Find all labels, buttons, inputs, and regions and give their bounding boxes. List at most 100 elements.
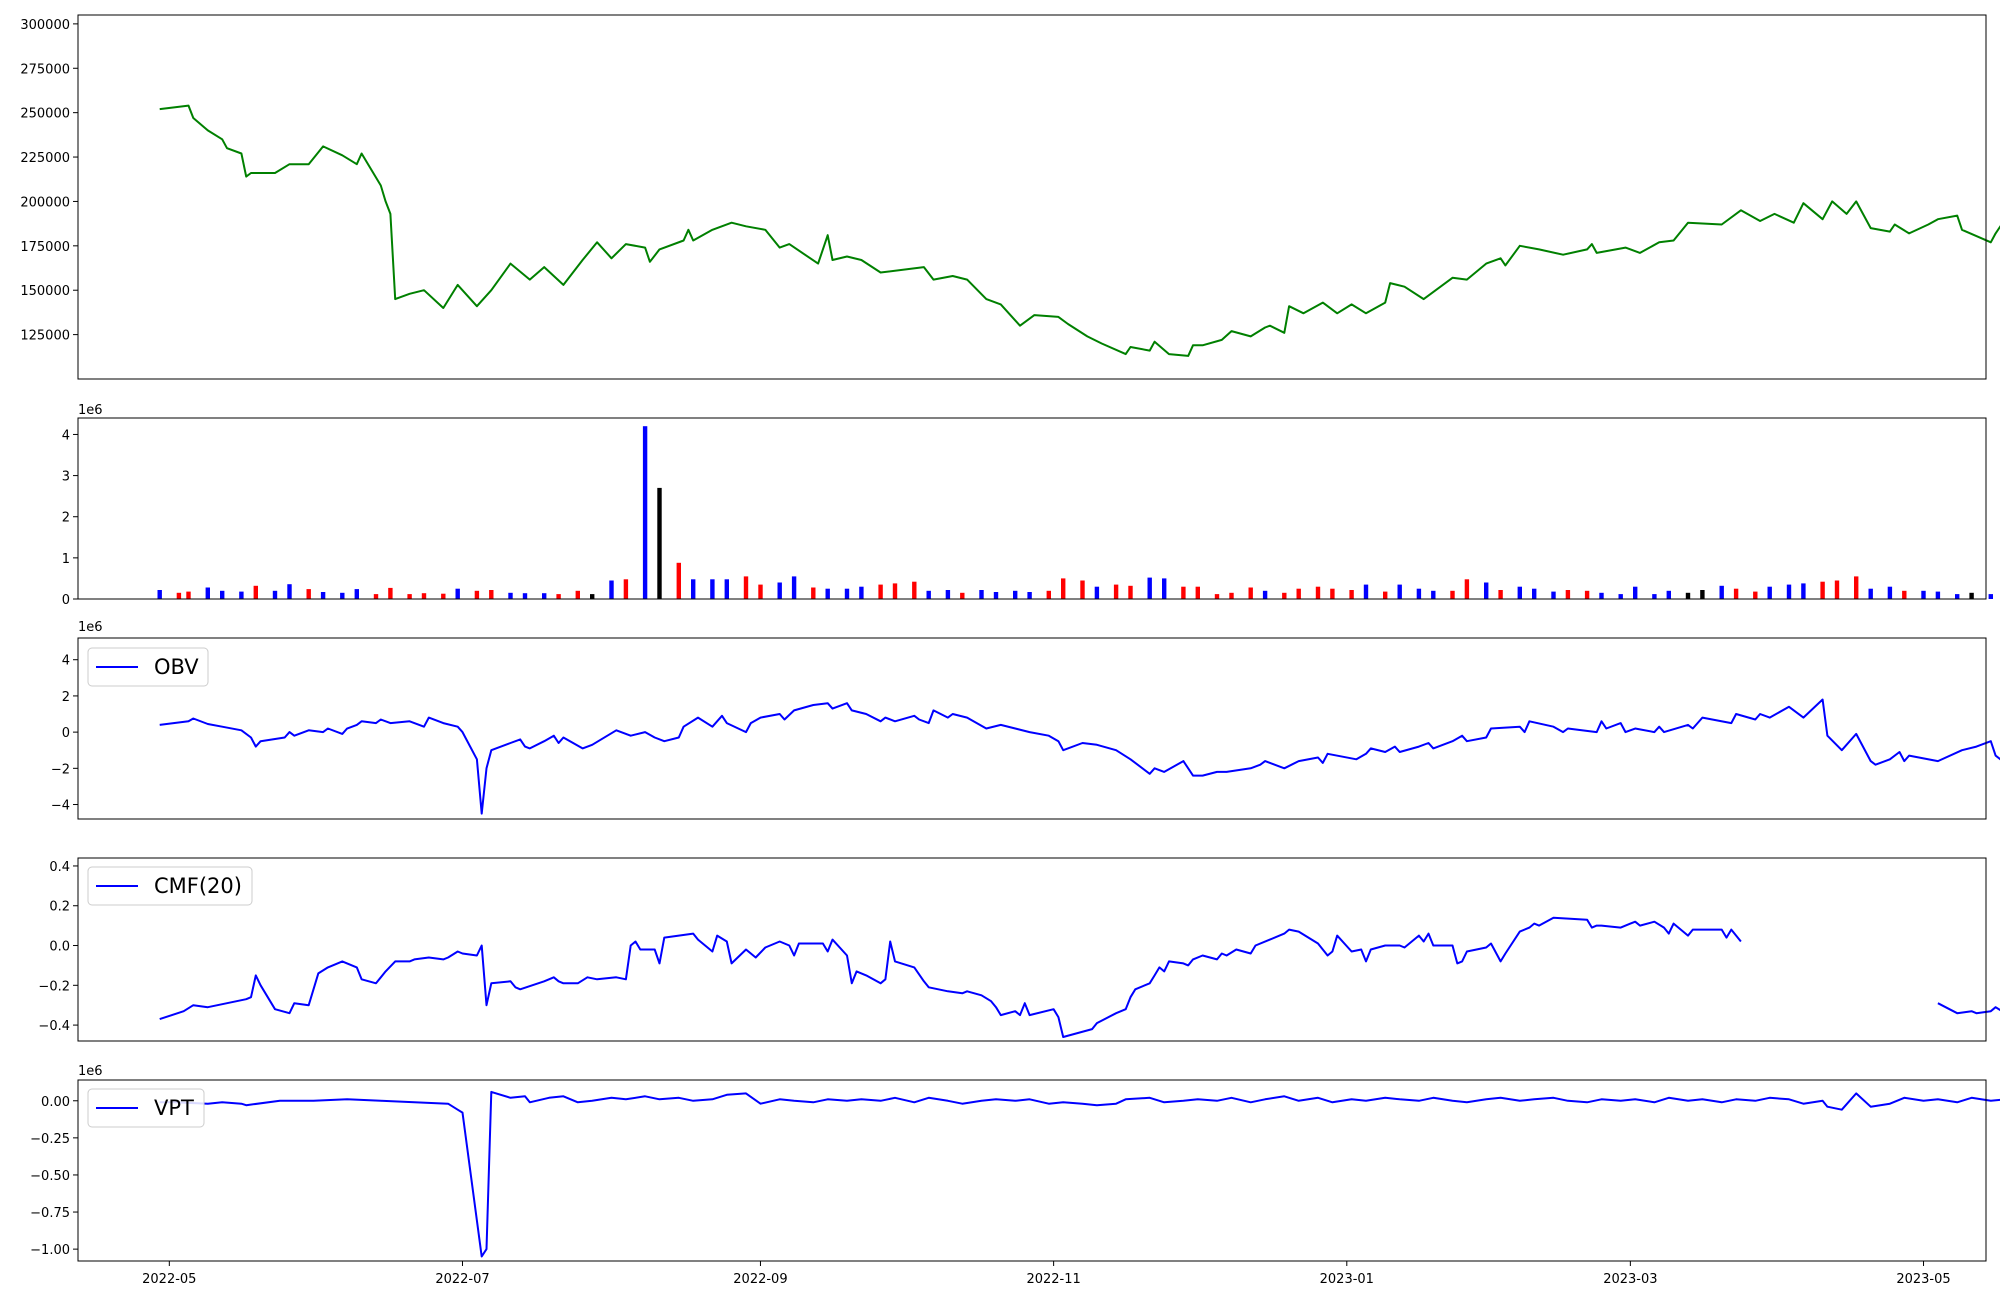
volume-bar	[1969, 592, 1974, 599]
volume-bar	[1633, 586, 1638, 599]
volume-bar	[354, 589, 359, 599]
volume-bar	[1868, 588, 1873, 599]
obv-y-tick-label: 2	[62, 690, 70, 705]
volume-bar	[306, 589, 311, 599]
volume-panel: 1e6 0 1 2 3 4	[62, 403, 1993, 608]
volume-bar	[590, 594, 595, 599]
vpt-series-line	[159, 1090, 2000, 1258]
volume-exponent-label: 1e6	[78, 403, 103, 418]
volume-bar	[1349, 590, 1354, 599]
volume-bar	[1887, 586, 1893, 599]
price-axes-frame	[77, 14, 1987, 380]
cmf-legend: CMF(20)	[87, 866, 253, 906]
volume-y-tick-label: 2	[62, 511, 70, 526]
volume-bar	[1330, 588, 1335, 599]
cmf-y-tick-label: −0.2	[38, 979, 70, 994]
volume-bar	[272, 590, 278, 599]
volume-bar	[657, 487, 662, 599]
volume-bar	[1383, 591, 1388, 599]
volume-bar	[1195, 586, 1200, 599]
vpt-y-tick-label: −1.00	[30, 1243, 70, 1258]
volume-bar	[186, 591, 191, 599]
price-y-tick-label: 150000	[20, 284, 70, 299]
volume-bar	[1248, 587, 1253, 599]
x-tick-label: 2022-09	[733, 1272, 787, 1287]
vpt-y-tick-label: −0.75	[30, 1206, 70, 1221]
volume-bar	[205, 587, 210, 599]
volume-bar	[253, 585, 258, 599]
volume-bar	[791, 576, 797, 599]
volume-y-tick-label: 3	[62, 470, 70, 485]
obv-y-tick-label: 0	[62, 726, 70, 741]
volume-bar	[1652, 594, 1657, 599]
volume-y-tick-label: 1	[62, 552, 70, 567]
volume-bar	[1315, 586, 1321, 599]
cmf-axes-frame	[77, 857, 1987, 1042]
volume-bar	[1921, 590, 1926, 599]
x-tick-label: 2022-05	[142, 1272, 196, 1287]
volume-bar	[1820, 581, 1825, 599]
x-tick-label: 2022-11	[1026, 1272, 1080, 1287]
price-y-tick-label: 175000	[20, 240, 70, 255]
vpt-axes-frame	[77, 1079, 1987, 1262]
volume-bar	[859, 586, 864, 599]
volume-bar	[1128, 585, 1133, 599]
volume-bar	[844, 588, 850, 599]
volume-bar	[1517, 586, 1522, 599]
vpt-legend-box	[87, 1088, 205, 1128]
volume-bar	[1363, 584, 1369, 599]
volume-bar	[388, 587, 393, 599]
volume-bar	[1013, 590, 1018, 599]
volume-bar	[1484, 582, 1489, 599]
price-y-tick-label: 300000	[20, 18, 70, 33]
volume-bar	[320, 592, 326, 599]
volume-bar	[489, 590, 494, 599]
vpt-y-tick-label: −0.50	[30, 1169, 70, 1184]
vpt-panel: 1e6 −1.00 −0.75 −0.50 −0.25 0.00 VPT	[30, 1064, 2000, 1262]
volume-bar	[220, 590, 225, 599]
volume-bar	[825, 588, 830, 599]
volume-bar	[1565, 590, 1571, 599]
volume-bar	[1834, 580, 1840, 599]
volume-bar	[1027, 592, 1032, 599]
volume-bar	[1450, 590, 1455, 599]
obv-line	[159, 698, 2000, 815]
volume-bar	[1061, 578, 1066, 599]
volume-bar	[287, 584, 292, 599]
volume-bar	[642, 426, 648, 599]
volume-bar	[878, 584, 883, 599]
volume-bar	[1498, 590, 1503, 599]
volume-bar	[1262, 590, 1268, 599]
vpt-line	[159, 1090, 2000, 1258]
volume-bar	[1719, 585, 1724, 599]
volume-bar	[1618, 594, 1623, 599]
cmf-y-tick-label: 0.0	[49, 940, 70, 955]
volume-bar	[993, 592, 999, 599]
cmf-y-axis: −0.4 −0.2 0.0 0.2 0.4	[38, 860, 78, 1034]
volume-bar	[1282, 592, 1287, 599]
volume-bar	[1046, 590, 1051, 599]
volume-axes-frame	[77, 417, 1987, 600]
volume-bar	[340, 592, 345, 599]
cmf-series-line	[159, 916, 2000, 1038]
volume-bar	[1753, 591, 1758, 599]
price-line	[159, 104, 2000, 357]
volume-bar	[1214, 594, 1220, 599]
volume-bar	[1416, 588, 1422, 599]
volume-bar	[811, 587, 816, 599]
date-x-axis: 2022-05 2022-07 2022-09 2022-11 2023-01 2023-…	[142, 1261, 1951, 1287]
cmf-legend-box	[87, 866, 253, 906]
price-y-tick-label: 275000	[20, 62, 70, 77]
price-series-line	[159, 104, 2000, 357]
volume-bar	[758, 584, 763, 599]
volume-bar	[508, 592, 513, 599]
volume-bar	[1955, 594, 1960, 599]
volume-bar	[710, 579, 715, 599]
obv-panel: 1e6 −4 −2 0 2 4 OBV	[51, 620, 2000, 820]
price-panel: 125000 150000 175000 200000 225000 250000 2750…	[20, 14, 2000, 380]
x-tick-label: 2022-07	[435, 1272, 489, 1287]
volume-bar	[1801, 583, 1806, 599]
volume-bar	[1147, 577, 1152, 599]
obv-y-tick-label: −4	[51, 799, 70, 814]
